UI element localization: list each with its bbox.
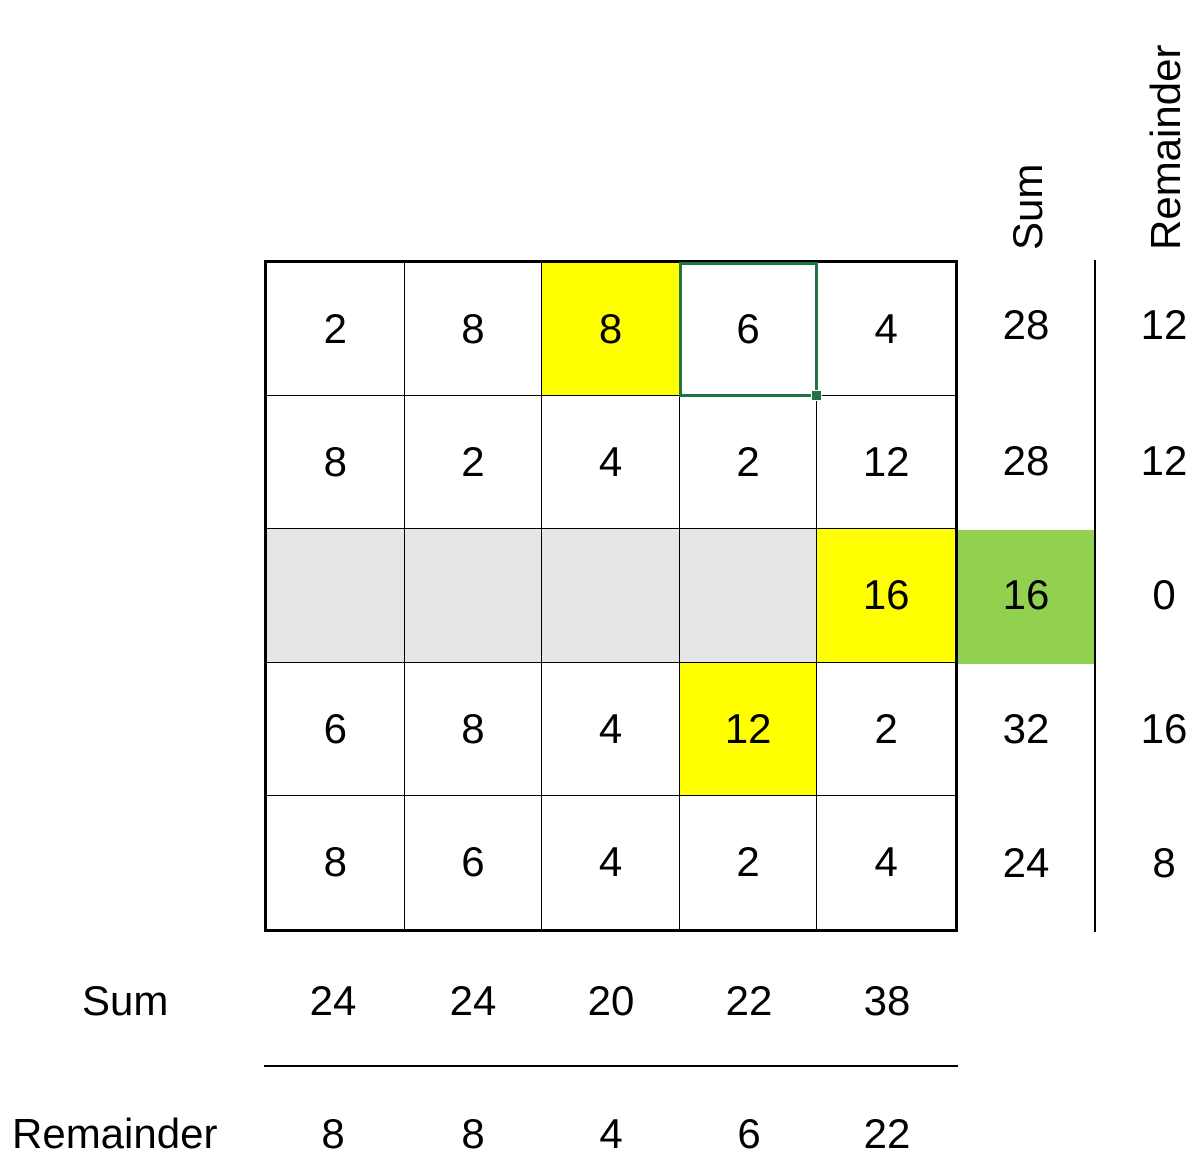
column-sum-5: 38	[863, 977, 911, 1024]
column-remainder-3: 4	[599, 1110, 623, 1157]
grid-cell-r2-c3[interactable]: 4	[542, 396, 680, 530]
grid-cell-r4-c3[interactable]: 4	[542, 662, 680, 796]
grid-cell-r3-c5[interactable]: 16	[817, 529, 955, 663]
row-sum-4: 32	[1002, 705, 1050, 752]
column-sum-1: 24	[309, 977, 357, 1024]
remainder-divider-horizontal	[264, 1065, 958, 1067]
grid-cell-r5-c2[interactable]: 6	[405, 795, 543, 929]
sum-row-label: Sum	[82, 977, 169, 1024]
grid-cell-r5-c3[interactable]: 4	[542, 795, 680, 929]
grid-cell-r4-c4[interactable]: 12	[679, 662, 818, 796]
puzzle-grid: 2 8 8 6 4 8 2 4 2 12 16 6 8 4 12 2 8 6 4 2 4	[264, 260, 958, 932]
fill-handle[interactable]	[811, 390, 823, 402]
grid-cell-r4-c2[interactable]: 8	[404, 662, 543, 796]
column-sum-3: 20	[587, 977, 635, 1024]
grid-cell-r1-c4[interactable]: 6	[678, 261, 823, 402]
row-sum-2: 28	[1002, 437, 1050, 484]
column-remainder-1: 8	[321, 1110, 345, 1157]
remainder-column-header: Remainder	[1142, 44, 1189, 250]
sum-column-header: Sum	[1004, 163, 1051, 250]
row-remainder-5: 8	[1152, 839, 1176, 886]
grid-cell-r1-c1[interactable]: 2	[267, 263, 405, 397]
row-remainder-2: 12	[1140, 437, 1188, 484]
column-remainder-2: 8	[461, 1110, 485, 1157]
grid-cell-r2-c5[interactable]: 12	[817, 396, 955, 530]
row-sum-1: 28	[1002, 301, 1050, 348]
row-sum-5: 24	[1002, 839, 1050, 886]
grid-cell-r5-c5[interactable]: 4	[874, 838, 898, 886]
grid-cell-r4-c5[interactable]: 2	[817, 663, 955, 796]
grid-cell-r5-c1[interactable]: 8	[267, 795, 405, 929]
column-remainder-5: 22	[863, 1110, 911, 1157]
grid-cell-r2-c4[interactable]: 2	[679, 396, 818, 530]
grid-cell-r3-c1[interactable]	[267, 529, 405, 663]
grid-cell-r2-c2[interactable]: 2	[404, 396, 543, 530]
grid-cell-r3-c4[interactable]	[679, 529, 818, 663]
row-remainder-3: 0	[1152, 571, 1176, 618]
grid-cell-r3-c2[interactable]	[404, 529, 543, 663]
grid-cell-r2-c1[interactable]: 8	[267, 396, 405, 530]
row-remainder-1: 12	[1140, 301, 1188, 348]
grid-cell-r5-c4[interactable]: 2	[680, 795, 818, 929]
grid-cell-r1-c5[interactable]: 4	[817, 263, 955, 397]
column-sum-2: 24	[449, 977, 497, 1024]
grid-cell-r1-c2[interactable]: 8	[404, 263, 543, 397]
remainder-divider-vertical	[1094, 260, 1096, 932]
column-sum-4: 22	[725, 977, 773, 1024]
column-remainder-4: 6	[737, 1110, 761, 1157]
grid-cell-r3-c3[interactable]	[542, 529, 680, 663]
row-sum-highlight	[958, 530, 1095, 664]
row-remainder-4: 16	[1140, 705, 1188, 752]
grid-cell-r1-c3[interactable]: 8	[542, 263, 680, 397]
grid-cell-r4-c1[interactable]: 6	[267, 662, 405, 796]
remainder-row-label: Remainder	[12, 1110, 218, 1157]
row-sum-3: 16	[1002, 571, 1050, 618]
